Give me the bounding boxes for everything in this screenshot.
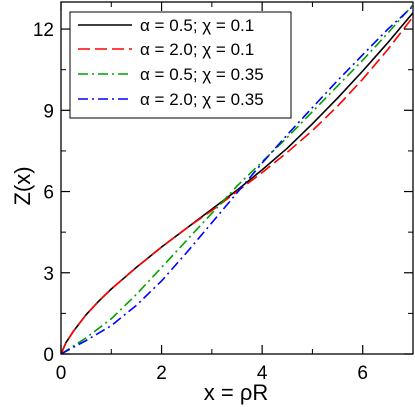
y-tick-label: 6 bbox=[43, 183, 54, 204]
axis-tick-labels: 0 2 4 6 0 3 6 9 12 bbox=[33, 20, 368, 384]
series-line-2 bbox=[61, 4, 413, 354]
y-tick-label: 3 bbox=[43, 264, 54, 285]
y-tick-label: 9 bbox=[43, 101, 54, 122]
x-axis-label: x = ρR bbox=[204, 380, 268, 405]
legend-label-1: α = 2.0; χ = 0.1 bbox=[140, 40, 254, 59]
series-layer bbox=[61, 4, 413, 354]
series-line-1 bbox=[61, 16, 413, 354]
y-tick-label: 0 bbox=[43, 345, 54, 366]
legend-label-0: α = 0.5; χ = 0.1 bbox=[140, 16, 254, 35]
legend-label-2: α = 0.5; χ = 0.35 bbox=[140, 65, 264, 84]
legend-box bbox=[69, 11, 292, 119]
x-tick-label: 2 bbox=[156, 363, 167, 384]
x-tick-label: 6 bbox=[357, 363, 368, 384]
y-tick-label: 12 bbox=[33, 20, 54, 41]
series-line-3 bbox=[61, 5, 413, 354]
legend-label-3: α = 2.0; χ = 0.35 bbox=[140, 90, 264, 109]
x-tick-label: 0 bbox=[56, 363, 67, 384]
axis-ticks bbox=[60, 2, 413, 355]
x-tick-label: 4 bbox=[257, 363, 268, 384]
y-axis-label: Z(x) bbox=[10, 166, 35, 205]
legend: α = 0.5; χ = 0.1 α = 2.0; χ = 0.1 α = 0.… bbox=[69, 11, 292, 119]
plot-area-frame bbox=[60, 1, 414, 355]
